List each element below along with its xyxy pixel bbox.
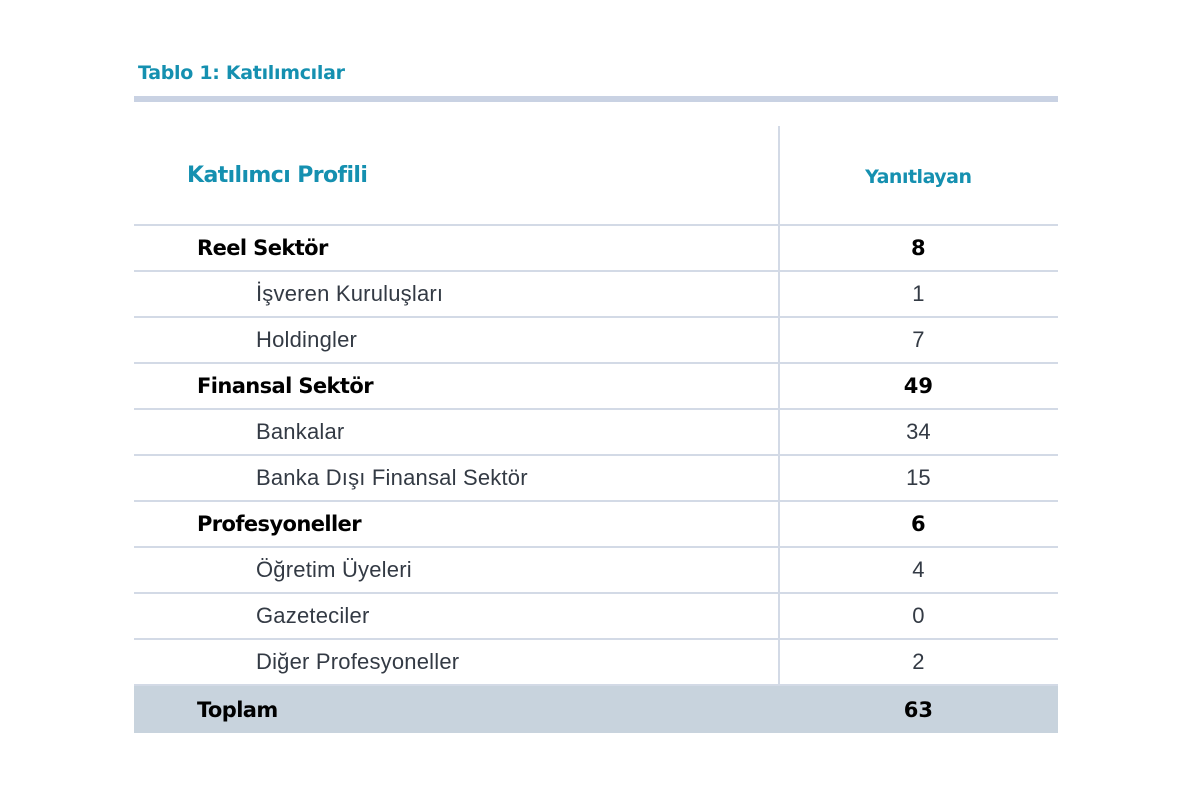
column-divider [778, 126, 780, 684]
row-label: İşveren Kuruluşları [256, 281, 444, 306]
row-label: Holdingler [256, 327, 358, 352]
row-value: 2 [912, 649, 925, 674]
table-row-isveren-kuruluslari: İşveren Kuruluşları 1 [134, 272, 1058, 318]
table-row-ogretim-uyeleri: Öğretim Üyeleri 4 [134, 548, 1058, 594]
row-label: Profesyoneller [197, 512, 362, 536]
table-row-gazeteciler: Gazeteciler 0 [134, 594, 1058, 640]
row-value: 4 [912, 557, 925, 582]
table-caption: Tablo 1: Katılımcılar [138, 62, 345, 84]
table-row-banka-disi-finansal: Banka Dışı Finansal Sektör 15 [134, 456, 1058, 502]
table-total-row: Toplam 63 [134, 686, 1058, 733]
header-profile: Katılımcı Profili [187, 162, 368, 188]
row-label: Diğer Profesyoneller [256, 649, 460, 674]
table-row-diger-profesyoneller: Diğer Profesyoneller 2 [134, 640, 1058, 686]
row-value: 49 [903, 374, 933, 398]
table-row-holdingler: Holdingler 7 [134, 318, 1058, 364]
row-label: Gazeteciler [256, 603, 370, 628]
row-value: 15 [906, 465, 931, 490]
total-value: 63 [903, 697, 933, 722]
row-label: Finansal Sektör [197, 374, 374, 398]
table-row-bankalar: Bankalar 34 [134, 410, 1058, 456]
table-header-row: Katılımcı Profili Yanıtlayan [134, 126, 1058, 226]
row-label: Öğretim Üyeleri [256, 557, 412, 582]
row-value: 6 [911, 512, 926, 536]
row-value: 34 [906, 419, 931, 444]
table-row-finansal-sektor: Finansal Sektör 49 [134, 364, 1058, 410]
caption-divider [134, 96, 1058, 102]
row-value: 8 [911, 236, 926, 260]
table-row-profesyoneller: Profesyoneller 6 [134, 502, 1058, 548]
row-label: Reel Sektör [197, 236, 328, 260]
total-label: Toplam [197, 697, 278, 722]
header-count: Yanıtlayan [865, 166, 972, 188]
participants-table: Katılımcı Profili Yanıtlayan Reel Sektör… [134, 126, 1058, 733]
row-value: 1 [912, 281, 925, 306]
row-value: 7 [912, 327, 925, 352]
row-label: Banka Dışı Finansal Sektör [256, 465, 528, 490]
row-label: Bankalar [256, 419, 345, 444]
table-row-reel-sektor: Reel Sektör 8 [134, 226, 1058, 272]
row-value: 0 [912, 603, 925, 628]
